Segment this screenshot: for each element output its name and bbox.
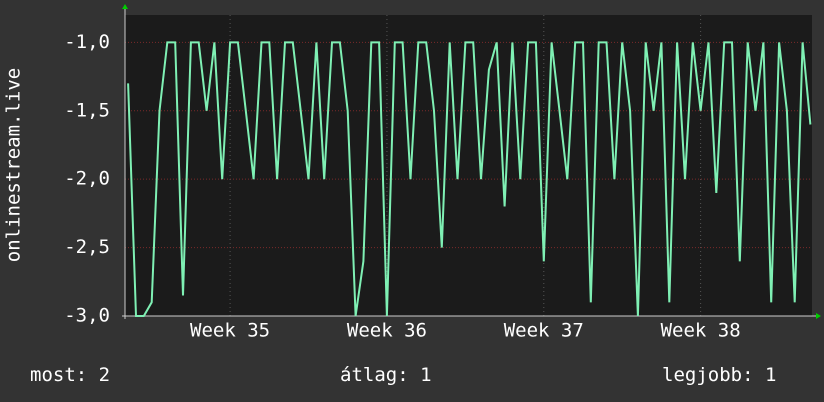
plot-area [125,15,812,316]
footer-label: átlag: [340,364,409,386]
footer-label: most: [30,364,87,386]
x-tick-label: Week 37 [504,320,584,342]
footer-label: legjobb: [662,364,754,386]
y-tick-label: -1,5 [64,99,110,121]
y-axis-label: onlinestream.live [3,68,25,262]
footer-value: 1 [420,364,431,386]
footer-value: 2 [99,364,110,386]
footer-stat: legjobb: 1 [662,364,776,386]
axis-arrow [122,4,128,9]
x-tick-label: Week 38 [661,320,741,342]
data-line [127,41,812,317]
x-tick-label: Week 35 [190,320,270,342]
y-tick-label: -2,0 [64,168,110,190]
y-tick-label: -3,0 [64,305,110,327]
y-tick-label: -2,5 [64,236,110,258]
footer-value: 1 [765,364,776,386]
y-tick-label: -1,0 [64,31,110,53]
footer-stat: átlag: 1 [340,364,432,386]
x-tick-label: Week 36 [347,320,427,342]
axis-arrow [816,313,821,319]
footer-stat: most: 2 [30,364,110,386]
